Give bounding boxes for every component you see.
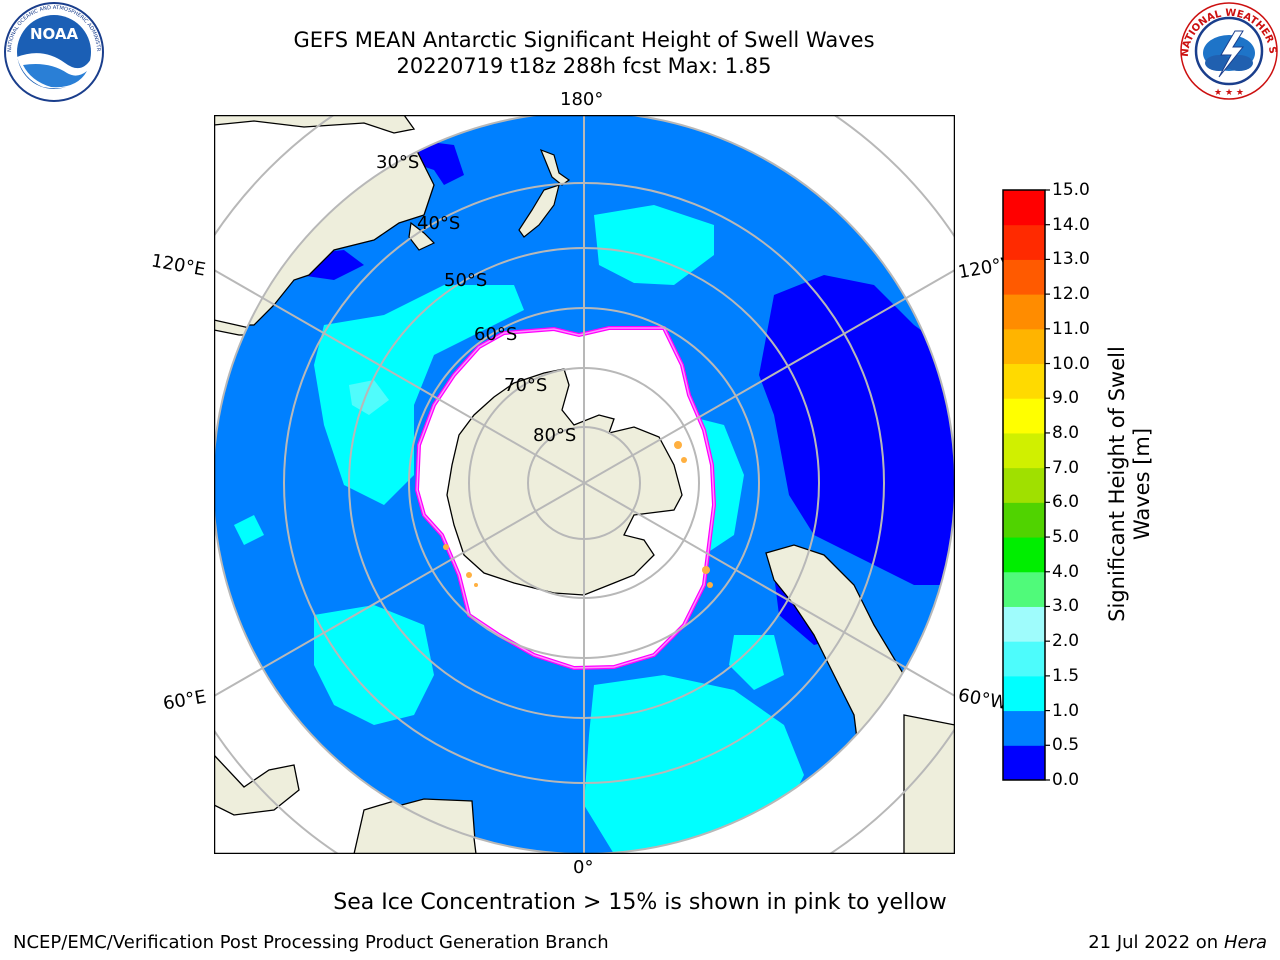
colorbar-segment	[1003, 363, 1045, 399]
colorbar-segment	[1003, 432, 1045, 469]
colorbar-segment	[1003, 745, 1045, 781]
colorbar-tick-label: 1.0	[1052, 700, 1080, 721]
lat-label-80s: 80°S	[533, 425, 577, 446]
colorbar-segment	[1003, 467, 1045, 503]
colorbar-segment	[1003, 294, 1045, 330]
colorbar-tick-label: 12.0	[1052, 284, 1090, 305]
colorbar-tick-label: 2.0	[1052, 631, 1080, 652]
lat-label-60s: 60°S	[474, 324, 518, 345]
colorbar	[1002, 189, 1050, 781]
colorbar-segment	[1003, 190, 1045, 226]
nws-logo: NATIONAL WEATHER SERVICE ★ ★ ★	[1179, 1, 1278, 100]
date-text: 21 Jul 2022 on	[1088, 932, 1224, 953]
colorbar-tick-label: 8.0	[1052, 422, 1080, 443]
colorbar-tick-label: 9.0	[1052, 388, 1080, 409]
lat-label-50s: 50°S	[444, 270, 488, 291]
lon-label-0: 0°	[573, 857, 594, 878]
date-stamp: 21 Jul 2022 on Hera	[1088, 932, 1267, 953]
colorbar-tick-label: 15.0	[1052, 180, 1090, 200]
colorbar-tick-label: 11.0	[1052, 318, 1090, 339]
lat-label-70s: 70°S	[504, 375, 548, 396]
colorbar-segment	[1003, 675, 1045, 712]
colorbar-title-line1: Significant Height of Swell	[1105, 346, 1129, 622]
colorbar-tick-label: 10.0	[1052, 353, 1090, 374]
colorbar-segment	[1003, 710, 1045, 746]
sea-ice-note: Sea Ice Concentration > 15% is shown in …	[333, 890, 947, 915]
antarctica	[446, 368, 683, 596]
lon-label-60e: 60°E	[161, 686, 208, 715]
colorbar-tick-label: 7.0	[1052, 457, 1080, 478]
noaa-logo: NOAA NATIONAL OCEANIC AND ATMOSPHERIC AD…	[3, 1, 104, 102]
colorbar-segment	[1003, 641, 1045, 677]
colorbar-tick-label: 14.0	[1052, 214, 1090, 235]
colorbar-segment	[1003, 224, 1045, 260]
colorbar-tick-label: 5.0	[1052, 527, 1080, 548]
nws-stars: ★ ★ ★	[1214, 88, 1244, 98]
lon-label-120e: 120°E	[149, 250, 208, 281]
colorbar-tick-label: 6.0	[1052, 492, 1080, 513]
lat-label-30s: 30°S	[376, 152, 420, 173]
colorbar-tick-label: 0.0	[1052, 770, 1080, 790]
noaa-logo-text: NOAA	[30, 25, 79, 43]
colorbar-tick-label: 13.0	[1052, 249, 1090, 270]
credit-text: NCEP/EMC/Verification Post Processing Pr…	[13, 932, 609, 953]
colorbar-tick-label: 4.0	[1052, 561, 1080, 582]
colorbar-segment	[1003, 606, 1045, 642]
colorbar-tick-label: 0.5	[1052, 735, 1080, 756]
lon-label-180: 180°	[560, 89, 604, 110]
polar-map	[214, 115, 955, 854]
colorbar-title: Significant Height of Swell Waves [m]	[1105, 284, 1155, 684]
colorbar-tick-label: 1.5	[1052, 665, 1080, 686]
colorbar-segment	[1003, 259, 1045, 295]
graticule	[214, 115, 955, 854]
lat-label-40s: 40°S	[417, 213, 461, 234]
colorbar-frame	[1002, 189, 1046, 781]
colorbar-title-line2: Waves [m]	[1130, 427, 1154, 541]
chart-title-line2: 20220719 t18z 288h fcst Max: 1.85	[396, 54, 772, 78]
sea-ice-high-concentration	[443, 441, 713, 588]
colorbar-segment	[1003, 398, 1045, 434]
colorbar-segment	[1003, 537, 1045, 573]
chart-title-line1: GEFS MEAN Antarctic Significant Height o…	[293, 28, 875, 52]
host-name: Hera	[1223, 932, 1267, 953]
colorbar-segment	[1003, 502, 1045, 538]
colorbar-tick-label: 3.0	[1052, 596, 1080, 617]
colorbar-segment	[1003, 328, 1045, 365]
colorbar-segment	[1003, 571, 1045, 607]
